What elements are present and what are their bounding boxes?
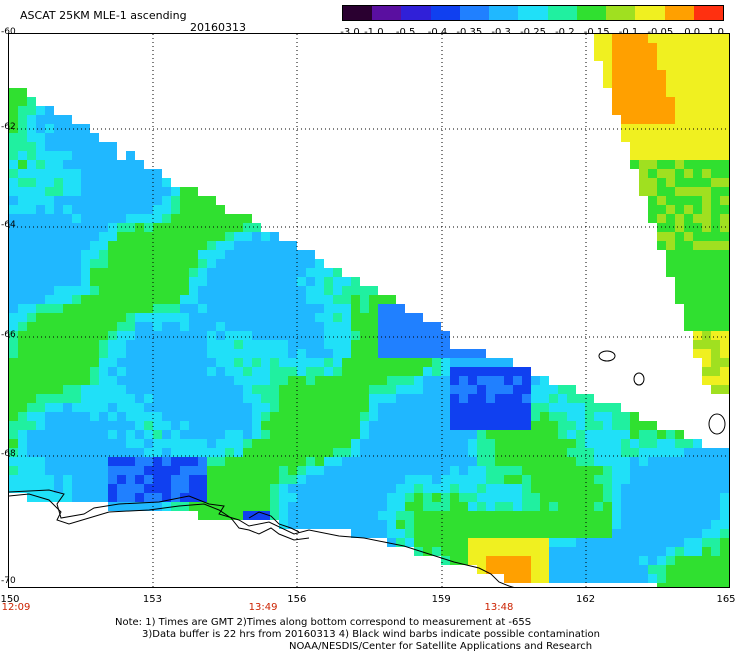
- colorbar-segment: [343, 6, 373, 20]
- colorbar-tick-label: -0.3: [491, 27, 511, 38]
- colorbar-tick-label: -0.2: [555, 27, 575, 38]
- island-outline: [598, 350, 616, 362]
- lat-label: -62: [1, 122, 16, 132]
- colorbar-segment: [518, 6, 548, 20]
- pass-time-label: 13:49: [248, 602, 278, 613]
- lon-label: 150: [0, 594, 20, 605]
- colorbar-segment: [635, 6, 665, 20]
- colorbar-segment: [459, 6, 490, 20]
- colorbar-segment: [664, 6, 694, 20]
- wind-cells: [9, 34, 729, 587]
- colorbar-tick-label: -0.15: [584, 27, 610, 38]
- colorbar-segment: [693, 6, 724, 20]
- plot-title: ASCAT 25KM MLE-1 ascending: [20, 9, 187, 22]
- lon-label: 159: [431, 594, 451, 605]
- lat-label: -64: [1, 220, 16, 230]
- colorbar-tick-label: -3.0: [340, 27, 360, 38]
- colorbar-tick-label: -0.25: [520, 27, 546, 38]
- colorbar-tick-label: -0.5: [396, 27, 416, 38]
- colorbar-tick-label: 0.0: [684, 27, 700, 38]
- lon-label: 153: [142, 594, 162, 605]
- colorbar: [342, 5, 724, 21]
- pass-time-label: 13:48: [484, 602, 514, 613]
- lat-label: -66: [1, 330, 16, 340]
- note-line-3: NOAA/NESDIS/Center for Satellite Applica…: [289, 641, 593, 652]
- lat-label: -70: [1, 576, 16, 586]
- colorbar-segment: [401, 6, 431, 20]
- note-line-2: 3)Data buffer is 22 hrs from 20160313 4)…: [142, 629, 600, 640]
- colorbar-segment: [606, 6, 636, 20]
- lat-label: -68: [1, 449, 16, 459]
- map-frame: [8, 33, 730, 588]
- wind-field-map: [9, 34, 729, 587]
- pass-time-label: 12:09: [1, 602, 31, 613]
- lon-label: 165: [716, 594, 736, 605]
- colorbar-segment: [547, 6, 577, 20]
- island-outline: [708, 413, 726, 435]
- lon-label: 162: [576, 594, 596, 605]
- colorbar-segment: [430, 6, 460, 20]
- coastline: [9, 489, 515, 587]
- ice-shelf-outline: [9, 493, 310, 541]
- colorbar-segment: [489, 6, 519, 20]
- colorbar-tick-label: 1.0: [708, 27, 724, 38]
- note-line-1: Note: 1) Times are GMT 2)Times along bot…: [115, 617, 532, 628]
- colorbar-tick-label: -0.4: [428, 27, 448, 38]
- plot-date: 20160313: [190, 21, 246, 34]
- colorbar-segment: [576, 6, 607, 20]
- colorbar-tick-label: -0.05: [647, 27, 673, 38]
- graticule: [9, 34, 729, 587]
- colorbar-tick-label: -0.1: [619, 27, 639, 38]
- colorbar-tick-label: -1.0: [364, 27, 384, 38]
- colorbar-segment: [372, 6, 402, 20]
- island-outline: [633, 372, 645, 386]
- lon-label: 156: [287, 594, 307, 605]
- colorbar-tick-label: -0.35: [456, 27, 482, 38]
- lat-label: -60: [1, 27, 16, 37]
